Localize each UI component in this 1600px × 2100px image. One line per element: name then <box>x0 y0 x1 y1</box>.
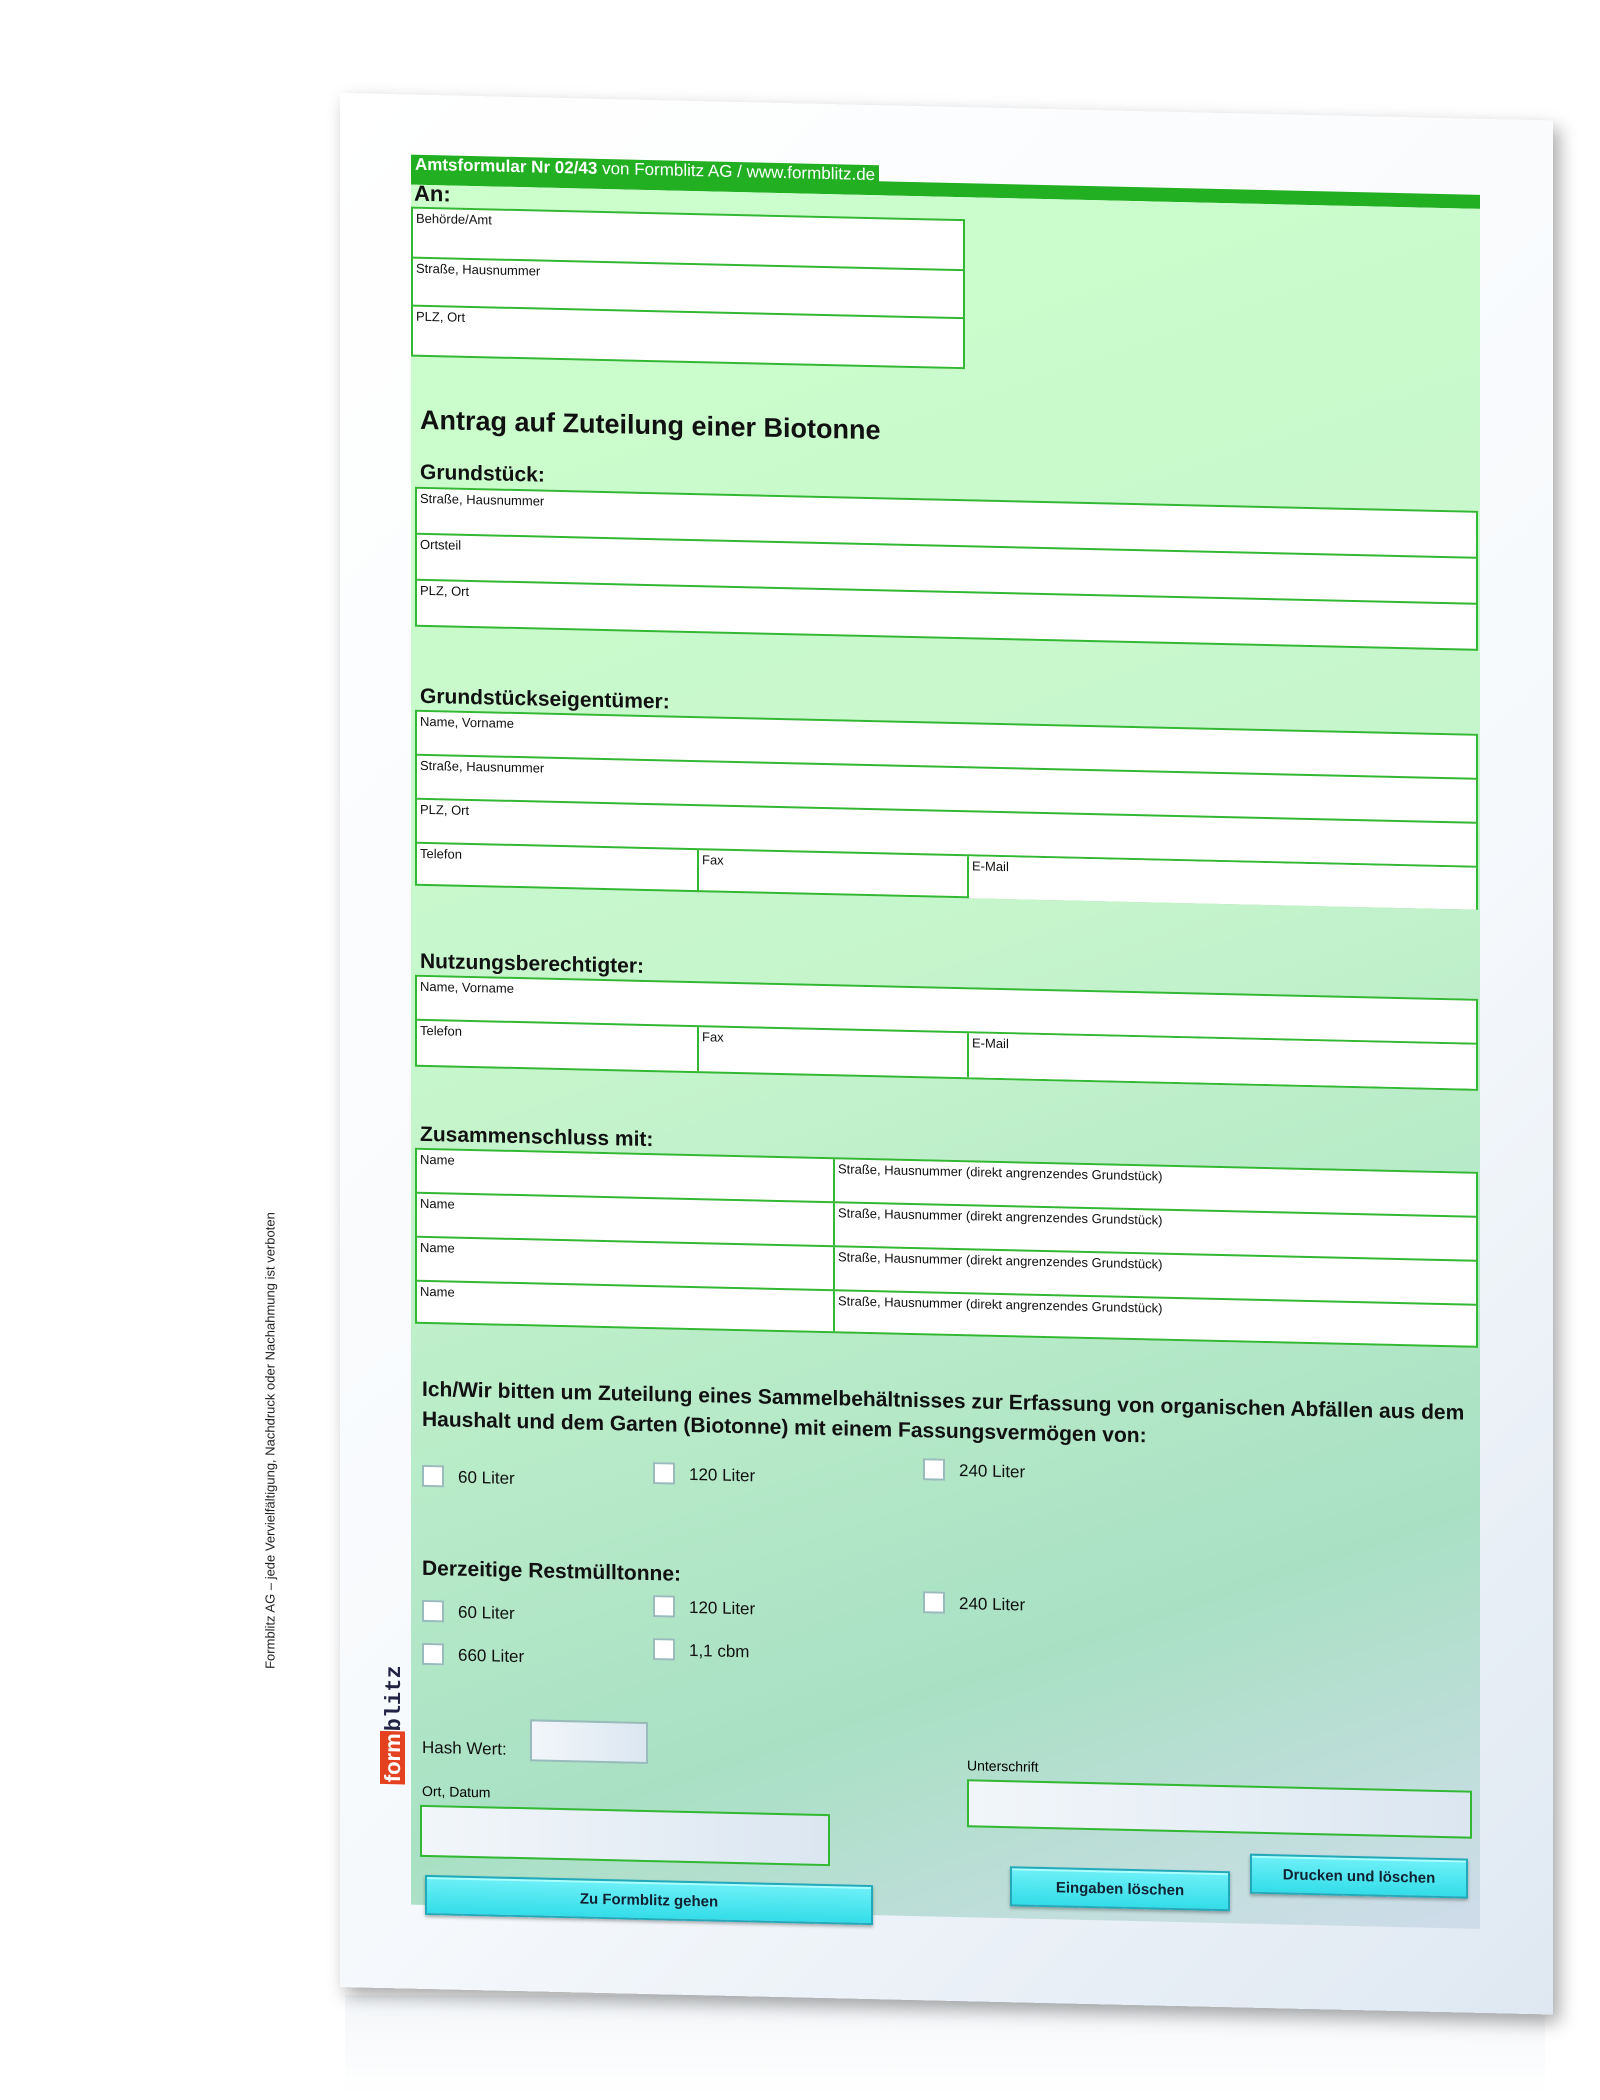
telefon-field[interactable]: Telefon <box>420 1022 462 1039</box>
an-heading: An: <box>414 180 451 207</box>
label: Straße, Hausnummer (direkt angrenzendes … <box>838 1161 1163 1184</box>
checkbox-rest-120[interactable] <box>653 1595 675 1618</box>
option-label: 240 Liter <box>959 1594 1026 1615</box>
checkbox-bio-60[interactable] <box>422 1464 444 1488</box>
checkbox-bio-120[interactable] <box>653 1462 675 1485</box>
option-label: 120 Liter <box>689 1597 756 1619</box>
label: Straße, Hausnummer (direkt angrenzendes … <box>838 1249 1163 1272</box>
checkbox-rest-60[interactable] <box>422 1599 444 1623</box>
label: Straße, Hausnummer <box>416 260 541 279</box>
zusammenschluss-box: Name Straße, Hausnummer (direkt angrenzen… <box>415 1147 1478 1348</box>
label: Straße, Hausnummer <box>420 757 545 776</box>
label: Straße, Hausnummer (direkt angrenzendes … <box>838 1205 1163 1228</box>
label: Fax <box>702 852 724 868</box>
option-label: 1,1 cbm <box>689 1640 750 1662</box>
ort-datum-input[interactable] <box>420 1804 830 1867</box>
label: PLZ, Ort <box>420 582 470 599</box>
option-label: 60 Liter <box>458 1602 515 1623</box>
copyright-side-text: Formblitz AG – jede Vervielfältigung, Na… <box>262 1212 278 1670</box>
option-label: 60 Liter <box>458 1467 515 1488</box>
checkbox-rest-1-1cbm[interactable] <box>653 1638 675 1661</box>
unterschrift-label: Unterschrift <box>967 1757 1039 1775</box>
an-box: Behörde/Amt Straße, Hausnummer PLZ, Ort <box>411 206 965 370</box>
label: Name <box>420 1239 455 1256</box>
label: Name <box>420 1195 455 1212</box>
label: Behörde/Amt <box>416 210 492 228</box>
option-label: 120 Liter <box>689 1464 756 1486</box>
option-label: 660 Liter <box>458 1645 525 1667</box>
label: Name <box>420 1283 455 1300</box>
logo-form: form <box>380 1731 405 1785</box>
label: E-Mail <box>972 1035 1009 1052</box>
label: Straße, Hausnummer (direkt angrenzendes … <box>838 1293 1163 1316</box>
checkbox-rest-660[interactable] <box>422 1642 444 1666</box>
formblitz-logo: formblitz <box>380 1665 407 1785</box>
telefon-field[interactable]: Telefon <box>420 845 462 862</box>
label: Ortsteil <box>420 536 462 553</box>
clear-button[interactable]: Eingaben löschen <box>1010 1866 1230 1912</box>
grundstueck-heading: Grundstück: <box>420 460 545 487</box>
checkbox-bio-240[interactable] <box>923 1458 945 1481</box>
grundstueck-box: Straße, Hausnummer Ortsteil PLZ, Ort <box>415 486 1478 651</box>
hash-input[interactable] <box>530 1719 648 1764</box>
form-number: Amtsformular Nr 02/43 <box>415 154 598 178</box>
label: Name, Vorname <box>420 713 514 731</box>
option-label: 240 Liter <box>959 1461 1026 1482</box>
document-page: Amtsformular Nr 02/43 von Formblitz AG /… <box>263 93 1553 2015</box>
logo-blitz: blitz <box>382 1665 407 1732</box>
checkbox-rest-240[interactable] <box>923 1591 945 1614</box>
label: PLZ, Ort <box>416 308 466 325</box>
label: Straße, Hausnummer <box>420 490 545 509</box>
hash-label: Hash Wert: <box>422 1737 507 1759</box>
label: Name, Vorname <box>420 978 514 996</box>
print-clear-button[interactable]: Drucken und löschen <box>1250 1853 1468 1899</box>
label: E-Mail <box>972 858 1009 875</box>
nutzung-heading: Nutzungsberechtigter: <box>420 949 645 978</box>
ort-datum-label: Ort, Datum <box>422 1782 491 1801</box>
page-reflection <box>345 1995 1545 2095</box>
label: Name <box>420 1151 455 1168</box>
label: PLZ, Ort <box>420 801 470 818</box>
label: Fax <box>702 1029 724 1045</box>
eigentuemer-box: Name, Vorname Straße, Hausnummer PLZ, Or… <box>415 709 1478 910</box>
